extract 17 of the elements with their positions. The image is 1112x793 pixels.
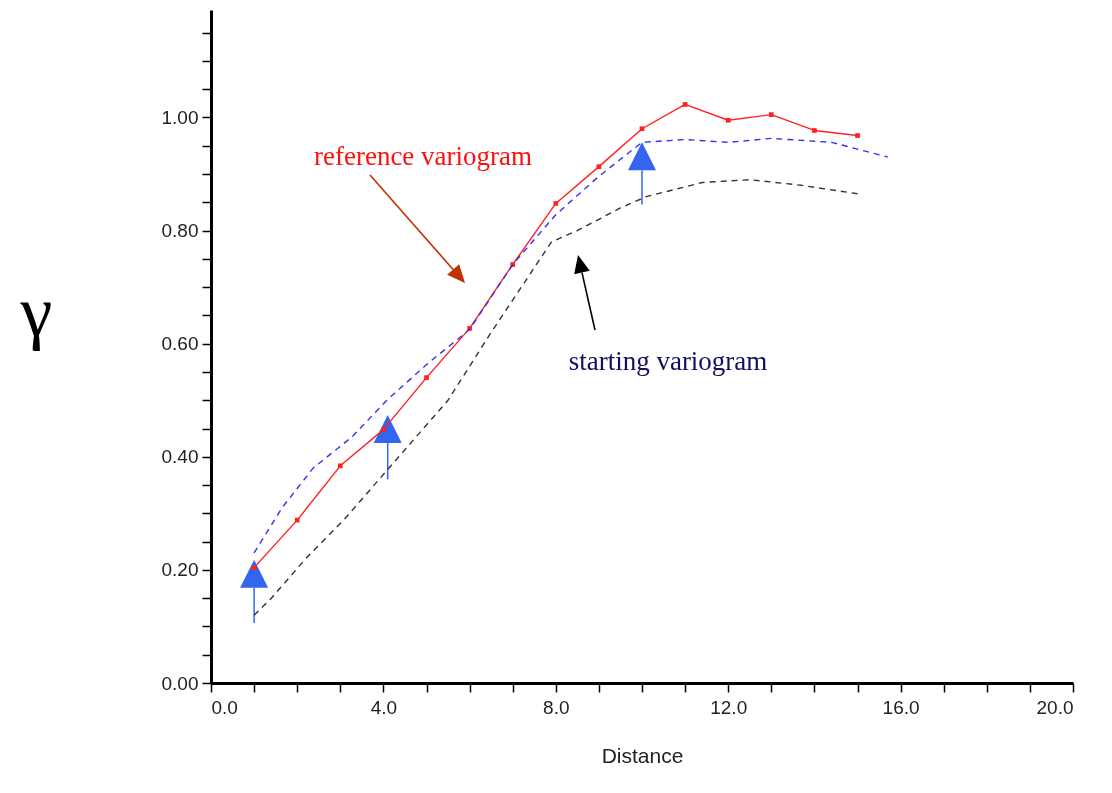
line-series <box>253 178 859 616</box>
x-tick-label: 20.0 <box>1036 696 1074 718</box>
x-tick-label: 8.0 <box>543 696 570 718</box>
x-tick-label: 16.0 <box>882 696 920 718</box>
y-tick-label: 0.80 <box>161 220 199 242</box>
y-tick-label: 0.60 <box>161 333 199 355</box>
y-axis-title: γ <box>19 271 53 352</box>
y-tick-label: 0.40 <box>161 446 199 468</box>
x-tick-label: 0.0 <box>211 696 238 718</box>
annotation: starting variogram <box>568 346 768 376</box>
x-axis-title: Distance <box>601 743 684 767</box>
x-tick-label: 4.0 <box>370 696 398 718</box>
y-tick-label: 1.00 <box>161 106 199 128</box>
y-tick-label: 0.00 <box>161 672 199 694</box>
annotation: reference variogram <box>313 141 533 171</box>
x-tick-label: 12.0 <box>710 696 748 718</box>
y-tick-label: 0.20 <box>161 559 199 581</box>
